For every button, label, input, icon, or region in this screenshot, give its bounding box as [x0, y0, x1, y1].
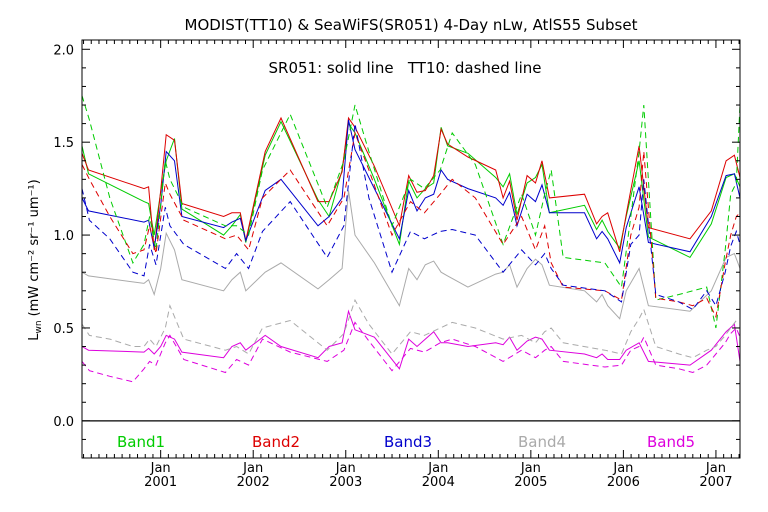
- y-axis-label-units: (mW cm⁻² sr⁻¹ um⁻¹): [27, 179, 42, 316]
- y-axis-label-sub: wn: [34, 320, 44, 333]
- svg-text:Lwn(mW cm⁻² sr⁻¹ um⁻¹): Lwn (mW cm⁻² sr⁻¹ um⁻¹): [27, 179, 44, 340]
- x-tick-month-label: Jan: [520, 461, 541, 476]
- series-line-band3-tt10: [81, 123, 741, 311]
- series-line-band5-tt10: [81, 321, 741, 383]
- y-tick-label: 0.5: [53, 322, 74, 337]
- series-line-band3-sr051: [81, 119, 741, 265]
- y-axis-label-main: L: [27, 333, 42, 341]
- series-line-band4-sr051: [81, 190, 741, 320]
- y-tick-label: 1.0: [53, 229, 74, 244]
- x-tick-month-label: Jan: [242, 461, 263, 476]
- plot-frame: [81, 39, 741, 459]
- x-tick-month-label: Jan: [427, 461, 448, 476]
- legend-item-band2: Band2: [252, 433, 300, 451]
- y-axis-label: Lwn (mW cm⁻² sr⁻¹ um⁻¹): [27, 179, 44, 340]
- x-tick-year-label: 2005: [514, 475, 547, 490]
- chart-title: MODIST(TT10) & SeaWiFS(SR051) 4-Day nLw,…: [185, 16, 638, 34]
- x-tick-year-label: 2006: [607, 475, 640, 490]
- y-tick-label: 2.0: [53, 43, 74, 58]
- x-tick-month-label: Jan: [150, 461, 171, 476]
- legend-item-band4: Band4: [518, 433, 566, 451]
- x-tick-year-label: 2001: [144, 475, 177, 490]
- x-tick-year-label: 2007: [699, 475, 732, 490]
- legend-item-band3: Band3: [384, 433, 432, 451]
- legend-item-band1: Band1: [117, 433, 165, 451]
- series-line-band4-tt10: [81, 298, 741, 359]
- x-tick-year-label: 2002: [237, 475, 270, 490]
- x-tick-year-label: 2004: [422, 475, 455, 490]
- x-tick-month-label: Jan: [612, 461, 633, 476]
- series-line-band5-sr051: [81, 309, 741, 370]
- chart-subtitle: SR051: solid line TT10: dashed line: [269, 59, 542, 77]
- legend-item-band5: Band5: [647, 433, 695, 451]
- series-line-band1-tt10: [81, 95, 741, 329]
- series-line-band2-tt10: [81, 130, 741, 319]
- y-tick-label: 0.0: [53, 415, 74, 430]
- x-tick-month-label: Jan: [705, 461, 726, 476]
- series-line-band2-sr051: [81, 116, 741, 252]
- x-tick-month-label: Jan: [335, 461, 356, 476]
- x-tick-year-label: 2003: [329, 475, 362, 490]
- y-tick-label: 1.5: [53, 136, 74, 151]
